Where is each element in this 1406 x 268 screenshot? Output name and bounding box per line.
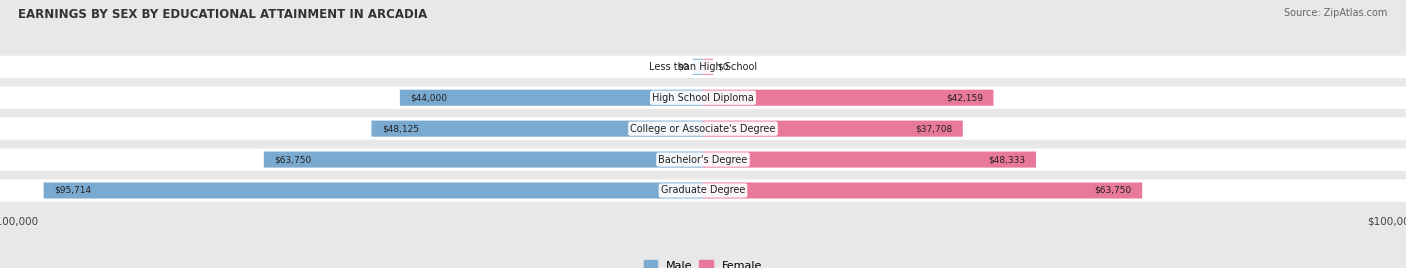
FancyBboxPatch shape [703, 121, 963, 137]
FancyBboxPatch shape [0, 179, 1406, 202]
Text: Bachelor's Degree: Bachelor's Degree [658, 155, 748, 165]
Text: Less than High School: Less than High School [650, 62, 756, 72]
Text: $42,159: $42,159 [946, 93, 983, 102]
Text: $37,708: $37,708 [915, 124, 952, 133]
FancyBboxPatch shape [693, 59, 703, 75]
FancyBboxPatch shape [703, 59, 713, 75]
Text: $48,125: $48,125 [382, 124, 419, 133]
Legend: Male, Female: Male, Female [644, 260, 762, 268]
FancyBboxPatch shape [371, 121, 703, 137]
Text: Graduate Degree: Graduate Degree [661, 185, 745, 195]
FancyBboxPatch shape [0, 148, 1406, 171]
FancyBboxPatch shape [703, 183, 1142, 199]
FancyBboxPatch shape [703, 151, 1036, 168]
Text: $63,750: $63,750 [1095, 186, 1132, 195]
FancyBboxPatch shape [0, 56, 1406, 78]
FancyBboxPatch shape [0, 117, 1406, 140]
Text: $63,750: $63,750 [274, 155, 311, 164]
Text: $44,000: $44,000 [411, 93, 447, 102]
FancyBboxPatch shape [0, 87, 1406, 109]
Text: High School Diploma: High School Diploma [652, 93, 754, 103]
FancyBboxPatch shape [264, 151, 703, 168]
Text: College or Associate's Degree: College or Associate's Degree [630, 124, 776, 134]
Text: $95,714: $95,714 [53, 186, 91, 195]
Text: $0: $0 [717, 62, 728, 71]
Text: Source: ZipAtlas.com: Source: ZipAtlas.com [1284, 8, 1388, 18]
FancyBboxPatch shape [703, 90, 994, 106]
Text: EARNINGS BY SEX BY EDUCATIONAL ATTAINMENT IN ARCADIA: EARNINGS BY SEX BY EDUCATIONAL ATTAINMEN… [18, 8, 427, 21]
Text: $48,333: $48,333 [988, 155, 1025, 164]
FancyBboxPatch shape [44, 183, 703, 199]
Text: $0: $0 [678, 62, 689, 71]
FancyBboxPatch shape [399, 90, 703, 106]
